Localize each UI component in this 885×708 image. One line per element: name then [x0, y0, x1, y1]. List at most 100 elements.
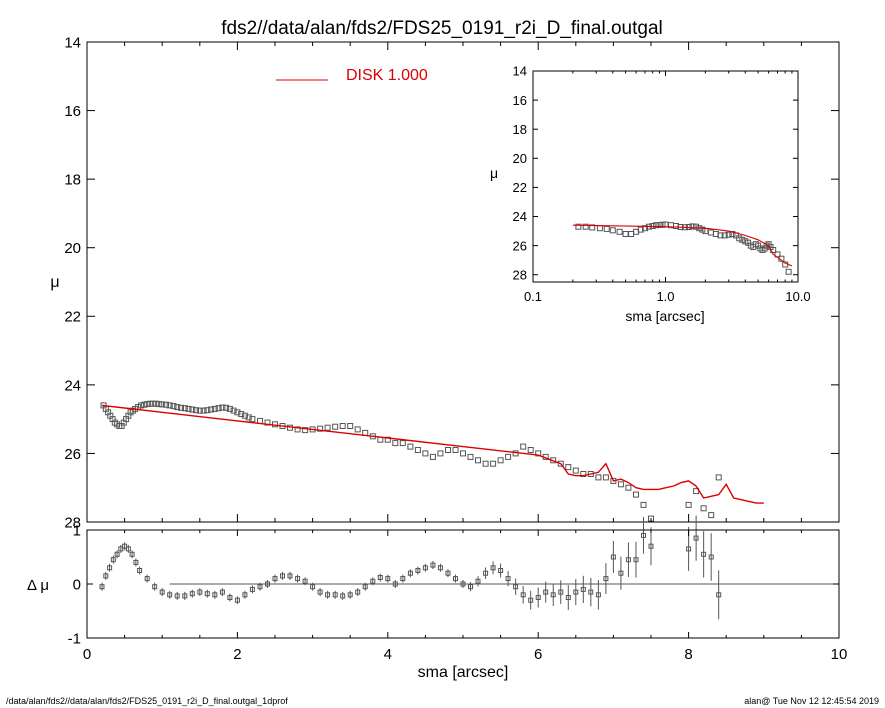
residual-data-point	[103, 573, 109, 579]
residual-data-point	[708, 554, 714, 560]
inset-ytick-label: 14	[513, 64, 527, 79]
residual-data-point	[118, 546, 124, 552]
main-data-point	[226, 405, 233, 412]
residual-data-point	[159, 589, 165, 595]
residual-data-point	[445, 570, 451, 576]
main-data-point	[392, 440, 399, 447]
residual-data-point	[625, 557, 631, 563]
residual-data-point	[99, 584, 105, 590]
inset-xtick-label: 10.0	[785, 289, 810, 304]
inset-ytick-label: 26	[513, 238, 527, 253]
main-data-point	[223, 404, 230, 411]
residual-data-point	[317, 589, 323, 595]
main-ytick-label: 28	[64, 514, 81, 531]
main-data-point	[170, 403, 177, 410]
residual-axis-ticks: 10-10 2 4 6 8 10	[68, 522, 848, 663]
inset-data-point	[582, 223, 589, 230]
main-data-point	[238, 411, 245, 417]
inset-panel: 14 16 18 20 22 24 26 28 0.1 1.0 10.0 μ sma [arcsec…	[482, 64, 811, 324]
residual-data-point	[618, 570, 624, 576]
main-data-point	[215, 405, 222, 412]
residual-data-point	[234, 597, 240, 603]
inset-data-point	[689, 223, 696, 230]
main-data-point	[196, 407, 203, 414]
residual-data-point	[167, 592, 173, 598]
residual-data-point	[219, 589, 225, 595]
inset-ytick-label: 16	[513, 93, 527, 108]
residual-data-point	[249, 586, 255, 592]
residual-data-point	[528, 597, 534, 603]
residual-data-point	[543, 589, 549, 595]
residual-data-point	[227, 595, 233, 600]
main-data-point	[482, 460, 489, 467]
residual-data-point	[137, 568, 143, 573]
residual-xtick-label: 2	[233, 646, 241, 663]
residual-data-point	[257, 584, 263, 590]
residual-data-point	[490, 565, 496, 571]
main-data-point	[399, 440, 406, 447]
inset-data-point	[736, 235, 743, 242]
residual-data-point	[133, 559, 139, 565]
residual-data-point	[430, 562, 436, 568]
main-data-point	[211, 405, 218, 412]
residual-data-point	[377, 575, 383, 580]
main-series-layer	[100, 400, 764, 522]
residual-data-point	[197, 589, 203, 595]
main-ytick-label: 26	[64, 446, 81, 463]
residual-data-point	[242, 592, 248, 598]
main-data-point	[445, 447, 451, 453]
main-data-point	[204, 407, 211, 414]
residual-data-point	[422, 565, 428, 571]
residual-data-point	[152, 584, 158, 590]
inset-ytick-label: 28	[513, 267, 527, 282]
main-data-point	[572, 467, 579, 474]
main-data-point	[595, 474, 602, 481]
main-data-point	[245, 414, 252, 421]
inset-data-point	[642, 225, 648, 232]
residual-data-point	[641, 532, 646, 538]
inset-ylabel: μ	[490, 165, 498, 181]
residual-data-point	[550, 592, 556, 598]
main-data-point	[302, 427, 309, 434]
residual-data-point	[633, 557, 639, 563]
main-data-point	[422, 450, 429, 457]
residual-data-point	[693, 535, 699, 541]
main-data-point	[617, 481, 624, 488]
main-data-point	[557, 460, 564, 467]
residual-data-point	[204, 591, 210, 597]
main-data-point	[497, 457, 504, 464]
inset-ytick-label: 18	[513, 122, 527, 137]
main-data-point	[219, 404, 226, 411]
residual-data-point	[610, 554, 616, 560]
main-data-point	[193, 407, 199, 414]
main-data-point	[685, 501, 692, 508]
inset-xtick-label: 1.0	[656, 289, 674, 304]
residual-data-point	[114, 551, 120, 557]
inset-data-point	[725, 231, 732, 238]
inset-data-point	[653, 222, 660, 229]
main-data-point	[347, 423, 354, 429]
inset-data-point	[616, 228, 623, 235]
residual-data-point	[362, 584, 368, 590]
main-data-point	[249, 416, 256, 423]
main-data-point	[429, 453, 436, 460]
residual-data-point	[400, 576, 406, 582]
residual-data-point	[182, 593, 188, 599]
residual-data-point	[122, 543, 128, 549]
main-data-point	[189, 406, 196, 413]
residual-data-point	[272, 576, 278, 582]
residual-data-point	[110, 557, 116, 563]
residual-data-point	[302, 578, 308, 584]
residual-data-point	[280, 573, 285, 579]
residual-xtick-label: 6	[534, 646, 542, 663]
residual-data-point	[498, 568, 504, 573]
main-data-point	[241, 412, 248, 419]
residual-data-point	[332, 592, 338, 598]
residual-data-point	[174, 593, 180, 599]
inset-data-point	[637, 226, 644, 233]
residual-data-point	[686, 546, 692, 552]
main-ytick-label: 14	[64, 34, 81, 51]
residual-ytick-label: -1	[68, 630, 81, 647]
residual-ylabel: Δ μ	[27, 577, 49, 594]
